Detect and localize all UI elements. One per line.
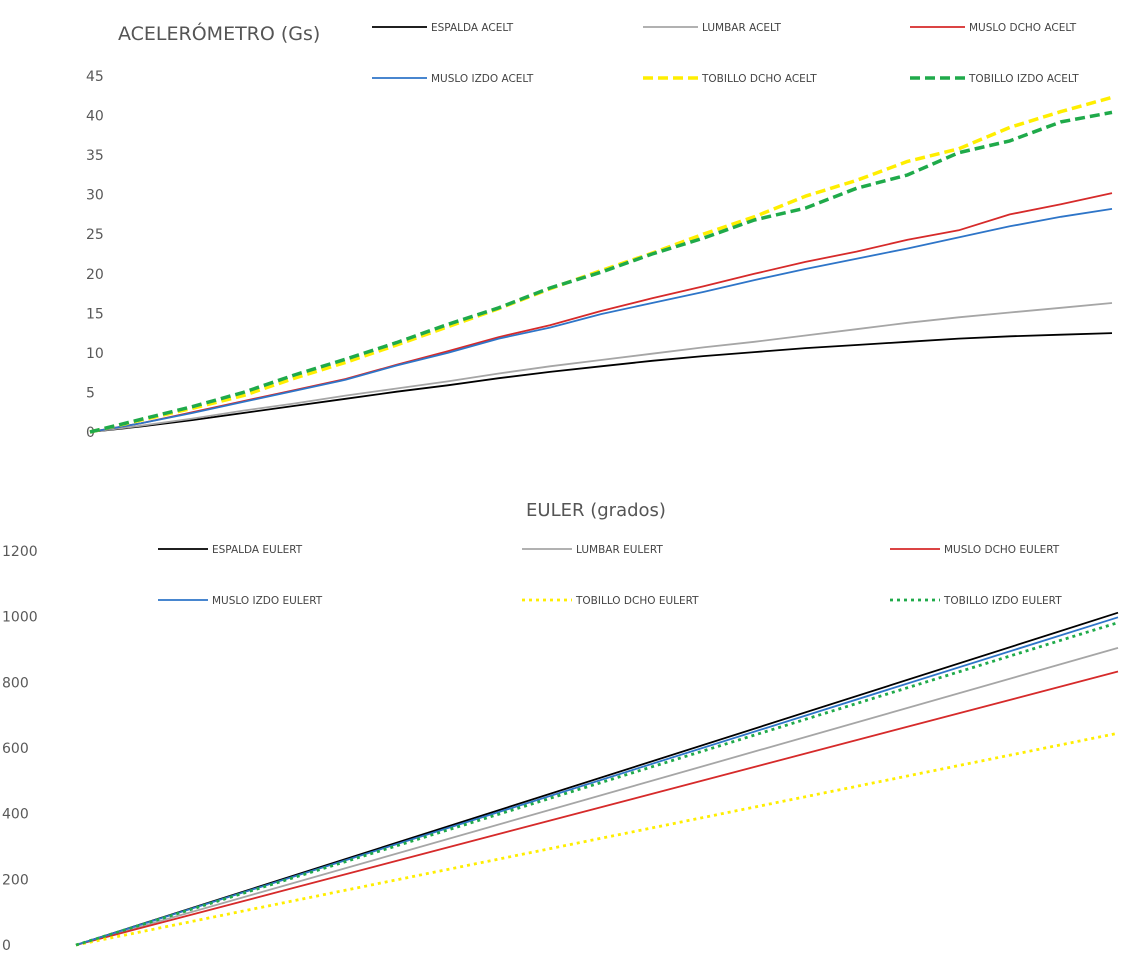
eul-y-tick-label: 800 — [2, 675, 29, 691]
eul-y-tick-label: 0 — [2, 938, 11, 953]
legend-item-tobillo-dcho-eulert: TOBILLO DCHO EULERT — [522, 595, 699, 607]
legend-item-espalda-eulert: ESPALDA EULERT — [158, 544, 303, 556]
legend-item-espalda-acelt: ESPALDA ACELT — [372, 22, 514, 34]
accelerometer-series — [89, 95, 1113, 434]
euler-legend: ESPALDA EULERT LUMBAR EULERT MUSLO DCHO EU… — [158, 544, 1062, 607]
acc-series-line-tobillo-izdo-acelt — [89, 110, 1113, 434]
acc-y-tick-label: 20 — [86, 267, 104, 283]
acc-y-tick-label: 35 — [86, 148, 104, 164]
acc-y-tick-label: 10 — [86, 346, 104, 362]
acc-y-tick-label: 30 — [86, 188, 104, 204]
legend-label: ESPALDA EULERT — [212, 544, 303, 556]
euler-y-axis: 0 200 400 600 800 1000 1200 — [2, 544, 38, 953]
acc-y-tick-label: 15 — [86, 306, 104, 322]
acc-series-line-tobillo-dcho-acelt — [89, 95, 1113, 434]
legend-item-muslo-dcho-eulert: MUSLO DCHO EULERT — [890, 544, 1060, 556]
legend-label: MUSLO IZDO EULERT — [212, 595, 323, 607]
legend-label: TOBILLO DCHO EULERT — [575, 595, 699, 607]
eul-series-line-tobillo-izdo-eulert — [75, 621, 1119, 947]
eul-y-tick-label: 200 — [2, 872, 29, 888]
legend-label: TOBILLO DCHO ACELT — [701, 73, 817, 85]
euler-chart-title: EULER (grados) — [526, 500, 666, 521]
legend-item-muslo-izdo-acelt: MUSLO IZDO ACELT — [372, 73, 534, 85]
legend-label: LUMBAR EULERT — [576, 544, 663, 556]
legend-item-muslo-izdo-eulert: MUSLO IZDO EULERT — [158, 595, 323, 607]
legend-label: MUSLO DCHO ACELT — [969, 22, 1077, 34]
eul-y-tick-label: 1200 — [2, 544, 38, 560]
acc-series-line-muslo-izdo-acelt — [89, 208, 1113, 433]
acc-series-line-espalda-acelt — [89, 332, 1113, 433]
eul-series-line-tobillo-dcho-eulert — [75, 731, 1119, 947]
legend-item-tobillo-izdo-eulert: TOBILLO IZDO EULERT — [890, 595, 1062, 607]
acc-y-tick-label: 5 — [86, 385, 95, 401]
accelerometer-chart-title: ACELERÓMETRO (Gs) — [118, 21, 320, 45]
euler-series — [75, 611, 1119, 947]
legend-label: MUSLO DCHO EULERT — [944, 544, 1060, 556]
acc-y-tick-label: 40 — [86, 109, 104, 125]
eul-y-tick-label: 400 — [2, 807, 29, 823]
legend-label: ESPALDA ACELT — [431, 22, 514, 34]
eul-series-line-lumbar-eulert — [75, 647, 1119, 946]
accelerometer-legend: ESPALDA ACELT LUMBAR ACELT MUSLO DCHO ACEL… — [372, 22, 1079, 85]
euler-chart: EULER (grados) 0 200 400 600 800 1000 1200 ESP… — [2, 500, 1119, 953]
legend-item-tobillo-dcho-acelt: TOBILLO DCHO ACELT — [643, 73, 817, 85]
legend-label: TOBILLO IZDO ACELT — [968, 73, 1079, 85]
legend-item-muslo-dcho-acelt: MUSLO DCHO ACELT — [910, 22, 1077, 34]
legend-label: LUMBAR ACELT — [702, 22, 781, 34]
acc-series-line-lumbar-acelt — [89, 302, 1113, 433]
legend-item-lumbar-eulert: LUMBAR EULERT — [522, 544, 663, 556]
legend-label: MUSLO IZDO ACELT — [431, 73, 534, 85]
legend-item-lumbar-acelt: LUMBAR ACELT — [643, 22, 781, 34]
eul-series-line-muslo-dcho-eulert — [75, 670, 1119, 946]
acc-y-tick-label: 45 — [86, 69, 104, 85]
eul-y-tick-label: 600 — [2, 741, 29, 757]
legend-item-tobillo-izdo-acelt: TOBILLO IZDO ACELT — [910, 73, 1079, 85]
acc-y-tick-label: 25 — [86, 227, 104, 243]
eul-y-tick-label: 1000 — [2, 610, 38, 626]
legend-label: TOBILLO IZDO EULERT — [943, 595, 1062, 607]
